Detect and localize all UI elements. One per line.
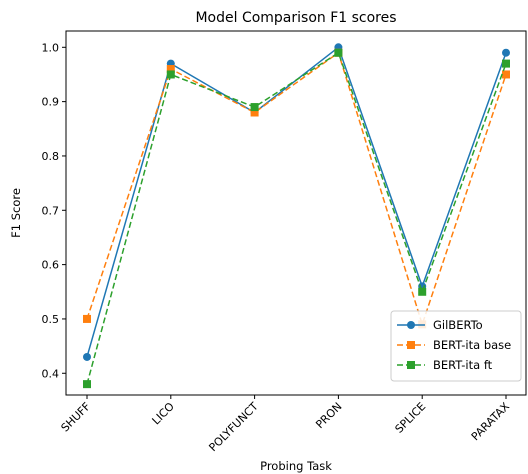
data-point	[83, 314, 91, 323]
y-tick-label: 0.8	[42, 150, 60, 163]
plot-frame	[65, 30, 527, 396]
series-layer	[83, 43, 510, 389]
y-tick-label: 0.7	[42, 204, 60, 217]
y-tick-label: 0.5	[42, 313, 60, 326]
x-axis: SHUFF LICO POLYFUNCT PRON SPLICE PARATAX	[58, 395, 512, 454]
data-point	[334, 48, 343, 57]
plot-area	[65, 30, 527, 396]
x-tick-label: SPLICE	[393, 400, 429, 436]
data-point	[502, 70, 510, 79]
x-tick-label: POLYFUNCT	[206, 400, 260, 454]
data-point	[418, 287, 427, 296]
x-tick-label: LICO	[150, 400, 178, 428]
legend-marker	[407, 341, 415, 349]
data-point	[166, 70, 175, 79]
data-point	[83, 352, 91, 361]
legend-marker	[407, 321, 415, 329]
data-point	[250, 108, 259, 117]
x-axis-label: Probing Task	[260, 459, 332, 473]
data-point	[502, 59, 510, 68]
x-tick-label: PARATAX	[469, 400, 513, 444]
chart-title: Model Comparison F1 scores	[195, 10, 396, 26]
legend: GilBERTo BERT-ita base BERT-ita ft	[390, 310, 522, 382]
legend-label: BERT-ita base	[433, 338, 511, 352]
y-axis: 0.4 0.5 0.6 0.7 0.8 0.9 1.0	[42, 41, 66, 380]
y-tick-label: 0.6	[42, 259, 60, 272]
legend-box	[390, 310, 522, 382]
data-point	[502, 48, 510, 57]
y-tick-label: 1.0	[42, 41, 60, 54]
legend-marker	[407, 361, 415, 369]
y-tick-label: 0.4	[42, 367, 60, 380]
x-tick-label: PRON	[313, 400, 344, 431]
legend-label: GilBERTo	[433, 318, 483, 332]
series-line	[86, 51, 507, 327]
data-point	[250, 103, 259, 112]
y-tick-label: 0.9	[42, 96, 60, 109]
legend-label: BERT-ita ft	[433, 358, 493, 372]
y-axis-label: F1 Score	[9, 188, 23, 238]
series-line	[86, 51, 507, 385]
data-point	[83, 380, 91, 389]
x-tick-label: SHUFF	[58, 400, 93, 435]
data-point	[166, 65, 175, 74]
